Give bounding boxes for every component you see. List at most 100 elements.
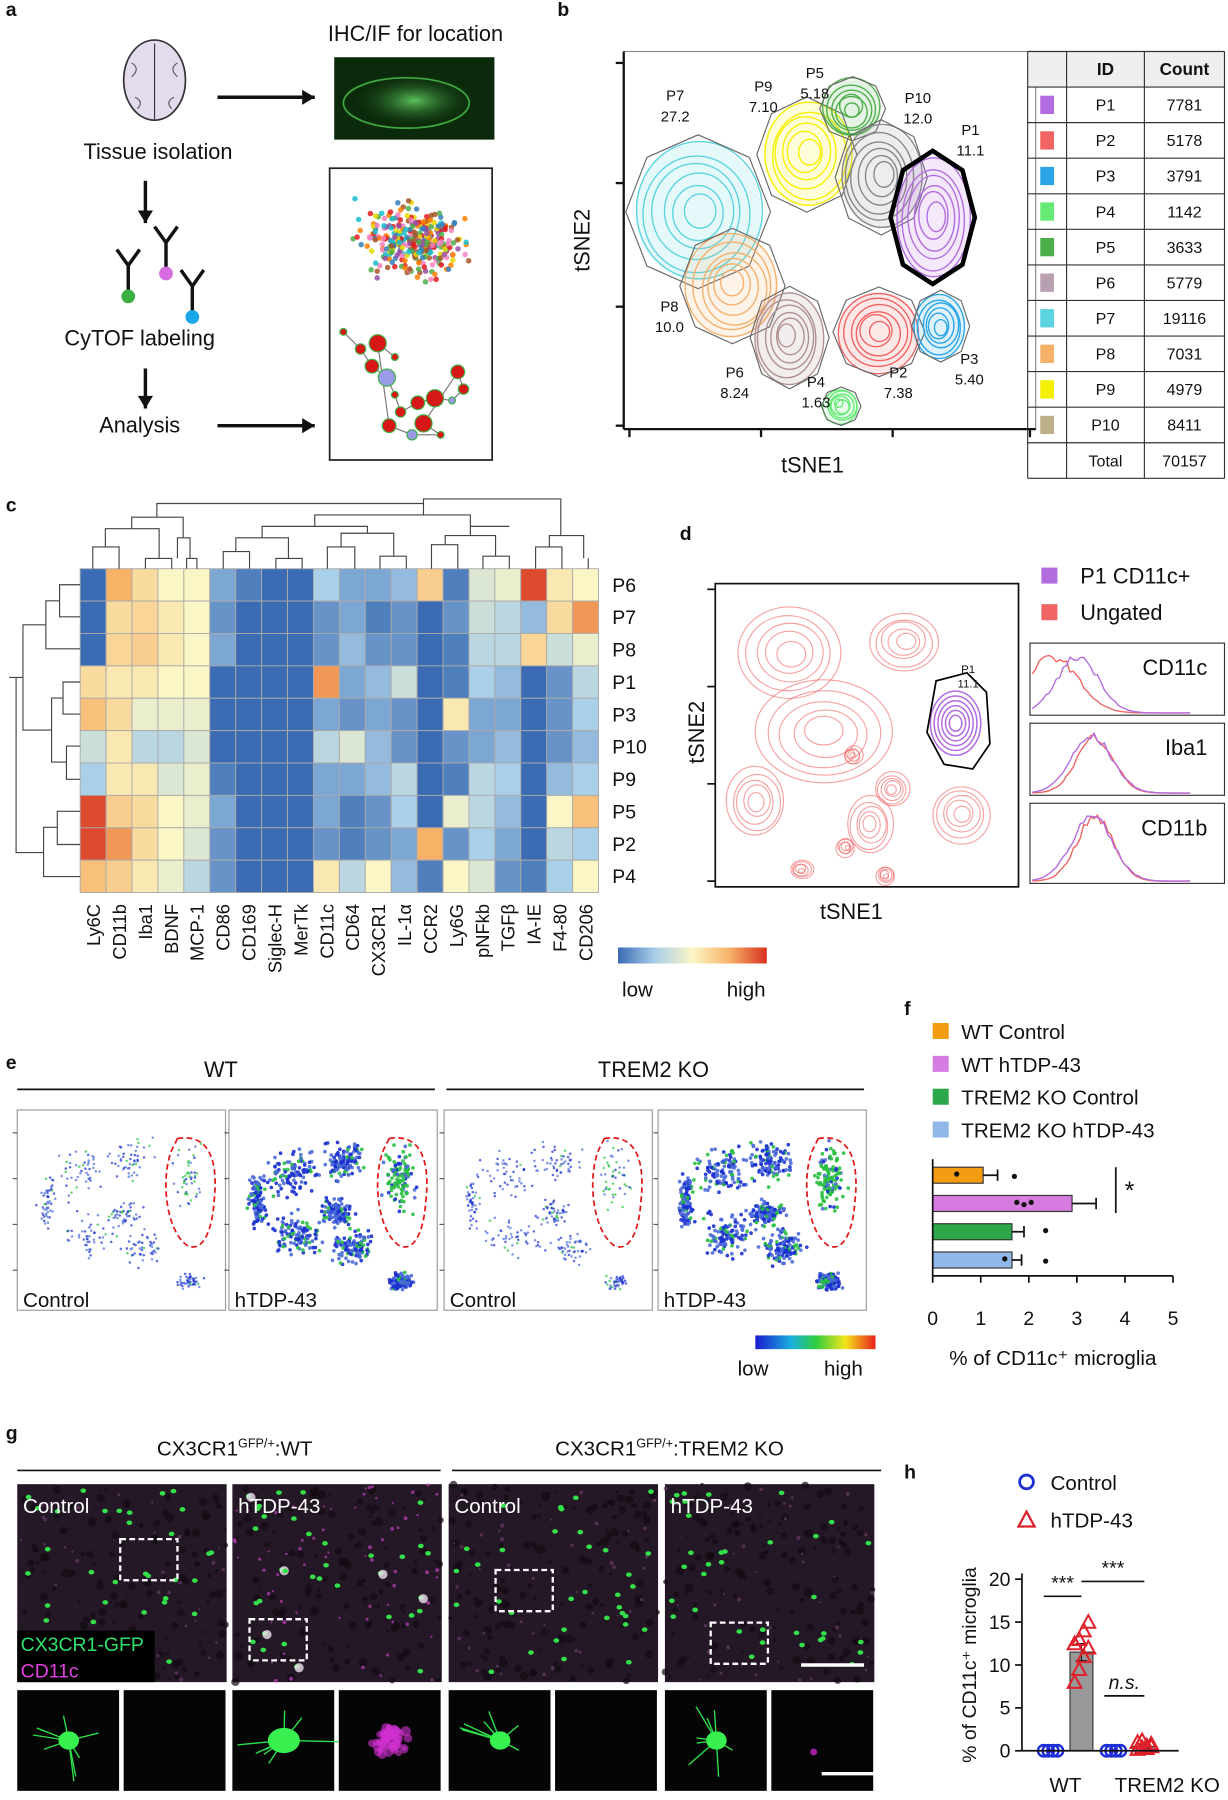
step-label: Tissue isolation bbox=[83, 139, 232, 164]
speckle bbox=[280, 1562, 284, 1566]
tsne-dot bbox=[472, 1183, 475, 1186]
zoom-tile bbox=[555, 1690, 657, 1791]
colorbar-label: high bbox=[727, 979, 766, 1002]
tsne-dot bbox=[678, 1209, 682, 1213]
tsne-dot bbox=[780, 1249, 784, 1253]
tsne-dot bbox=[40, 1191, 43, 1194]
tsne-dot bbox=[567, 1204, 570, 1207]
speckle bbox=[711, 1666, 717, 1672]
tsne-dot bbox=[772, 1223, 776, 1227]
tsne-dot bbox=[781, 1261, 785, 1265]
speckle bbox=[83, 1617, 87, 1621]
tsne-dot bbox=[406, 198, 411, 203]
tsne-dot bbox=[720, 1174, 724, 1178]
tsne-dot bbox=[486, 1232, 489, 1235]
microglia-cell bbox=[475, 1562, 481, 1567]
speckle bbox=[605, 1534, 611, 1540]
tsne-dot bbox=[324, 1196, 328, 1200]
speckle bbox=[498, 1530, 501, 1533]
heatmap-cell bbox=[495, 666, 521, 698]
speckle bbox=[834, 1677, 841, 1684]
tsne-dot bbox=[790, 1260, 794, 1264]
tsne-dot bbox=[785, 1157, 789, 1161]
microglia-cell bbox=[281, 1642, 287, 1647]
tsne-dot bbox=[347, 1242, 351, 1246]
row-label: P7 bbox=[612, 607, 636, 629]
heatmap-cell bbox=[210, 633, 236, 665]
speckle bbox=[784, 1517, 787, 1520]
table-id: P5 bbox=[1096, 239, 1116, 257]
tsne-dot bbox=[821, 1152, 825, 1156]
tsne-dot bbox=[133, 1160, 136, 1163]
microglia-cell bbox=[368, 1553, 374, 1558]
group-label-sup: GFP/+ bbox=[636, 1437, 673, 1451]
tsne-dot bbox=[177, 1191, 180, 1194]
microglia-cell bbox=[688, 1550, 694, 1555]
speckle bbox=[731, 1521, 738, 1528]
speckle bbox=[723, 1593, 725, 1595]
contour bbox=[738, 607, 841, 699]
tsne-dot bbox=[397, 240, 402, 245]
tsne-dot bbox=[533, 1160, 536, 1163]
table-swatch bbox=[1040, 380, 1054, 398]
tsne-dot bbox=[563, 1205, 566, 1208]
tsne-dot bbox=[476, 1227, 479, 1230]
tsne-dot bbox=[574, 1256, 577, 1259]
tsne-dot bbox=[332, 1220, 336, 1224]
speckle bbox=[688, 1655, 691, 1658]
tsne-dot bbox=[824, 1279, 828, 1283]
condition-label: Control bbox=[23, 1289, 89, 1312]
tsne-dot bbox=[606, 1140, 609, 1143]
tsne-dot bbox=[499, 1185, 502, 1188]
tsne-dot bbox=[382, 216, 387, 221]
tsne-dot bbox=[190, 1178, 193, 1181]
speckle bbox=[631, 1633, 639, 1641]
tsne-dot bbox=[137, 1267, 140, 1270]
tsne-dot bbox=[740, 1252, 744, 1256]
tsne-dot bbox=[184, 1273, 187, 1276]
speckle bbox=[504, 1486, 509, 1491]
tsne-dot bbox=[534, 1165, 537, 1168]
tsne-dot bbox=[88, 1235, 91, 1238]
gate-id: P4 bbox=[807, 375, 825, 391]
tsne-dot bbox=[573, 1260, 576, 1263]
tsne-dot bbox=[350, 1172, 354, 1176]
tsne-dot bbox=[388, 1280, 392, 1284]
table-count: 1142 bbox=[1167, 203, 1202, 221]
heatmap-cell bbox=[236, 633, 262, 665]
tsne-dot bbox=[825, 1196, 829, 1200]
colorbar-label: low bbox=[738, 1357, 769, 1380]
microglia-cell bbox=[858, 1650, 864, 1655]
tsne-dot bbox=[773, 1153, 777, 1157]
tsne-dot bbox=[428, 277, 433, 282]
microglia-cell bbox=[829, 1520, 835, 1525]
speckle bbox=[698, 1679, 700, 1681]
tsne-dot bbox=[126, 1247, 129, 1250]
tsne-dot bbox=[514, 1195, 517, 1198]
gate-percent: 5.40 bbox=[955, 372, 984, 388]
tsne-dot bbox=[75, 1179, 78, 1182]
speckle bbox=[507, 1563, 511, 1567]
tsne-dot bbox=[509, 1176, 512, 1179]
speckle bbox=[627, 1530, 629, 1532]
tsne-dot bbox=[765, 1144, 769, 1148]
tsne-dot bbox=[400, 1174, 404, 1178]
tsne-dot bbox=[732, 1166, 736, 1170]
microglia-cell bbox=[399, 1554, 405, 1559]
tsne-dot bbox=[345, 1155, 349, 1159]
tsne-dot bbox=[313, 1174, 317, 1178]
tsne-dot bbox=[739, 1180, 743, 1184]
microglia-cell bbox=[488, 1670, 494, 1675]
tsne-dot bbox=[787, 1152, 791, 1156]
tsne-dot bbox=[100, 1241, 103, 1244]
tsne-dot bbox=[282, 1161, 286, 1165]
tsne-dot bbox=[823, 1180, 827, 1184]
tsne-dot bbox=[188, 1149, 191, 1152]
tsne-dot bbox=[84, 1168, 87, 1171]
tsne-dot bbox=[520, 1229, 523, 1232]
condition-label: hTDP-43 bbox=[235, 1289, 317, 1312]
cd11c-cell bbox=[262, 1630, 271, 1639]
tsne-dot bbox=[252, 1222, 256, 1226]
tsne-dot bbox=[421, 219, 426, 224]
tsne-dot bbox=[136, 1155, 139, 1158]
